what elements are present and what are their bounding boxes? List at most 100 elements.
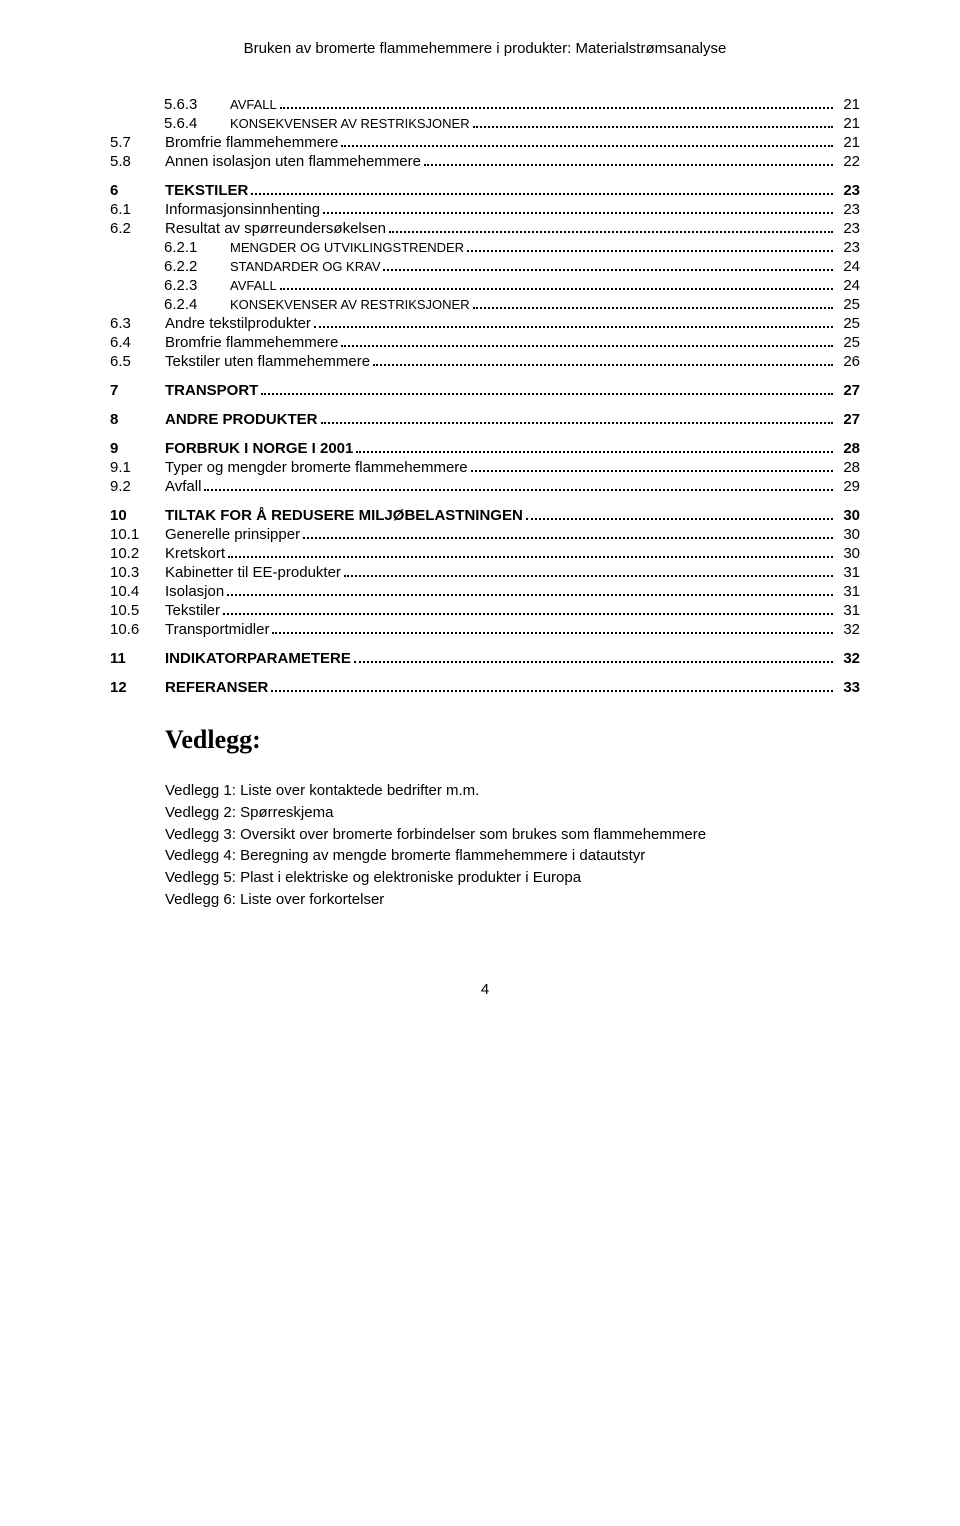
toc-page: 27 (836, 383, 860, 398)
appendix-item: Vedlegg 5: Plast i elektriske og elektro… (165, 867, 860, 889)
toc-row: 6.3Andre tekstilprodukter25 (110, 316, 860, 331)
toc-leader-dots (228, 556, 833, 558)
toc-page: 25 (836, 297, 860, 312)
toc-row: 10.6Transportmidler32 (110, 622, 860, 637)
toc-label: Kabinetter til EE-produkter (165, 565, 341, 580)
toc-row: 10.1Generelle prinsipper 30 (110, 527, 860, 542)
toc-page: 30 (836, 546, 860, 561)
toc-leader-dots (467, 250, 833, 252)
appendix-item: Vedlegg 1: Liste over kontaktede bedrift… (165, 780, 860, 802)
toc-label: Informasjonsinnhenting (165, 202, 320, 217)
toc-row: 6TEKSTILER23 (110, 183, 860, 198)
toc-leader-dots (424, 164, 833, 166)
toc-row: 12REFERANSER33 (110, 680, 860, 695)
toc-row: 9.1Typer og mengder bromerte flammehemme… (110, 460, 860, 475)
toc-page: 22 (836, 154, 860, 169)
toc-leader-dots (389, 231, 833, 233)
toc-row: 6.2Resultat av spørreundersøkelsen23 (110, 221, 860, 236)
toc-label: FORBRUK I NORGE I 2001 (165, 441, 353, 456)
toc-row: 10.4Isolasjon31 (110, 584, 860, 599)
toc-number: 10.4 (110, 584, 165, 599)
toc-label: Transportmidler (165, 622, 269, 637)
toc-leader-dots (261, 393, 833, 395)
toc-label: Generelle prinsipper (165, 527, 300, 542)
toc-page: 26 (836, 354, 860, 369)
toc-leader-dots (373, 364, 833, 366)
toc-row: 6.5Tekstiler uten flammehemmere 26 (110, 354, 860, 369)
toc-row: 7TRANSPORT27 (110, 383, 860, 398)
toc-leader-dots (383, 269, 833, 271)
toc-page: 30 (836, 508, 860, 523)
toc-label: INDIKATORPARAMETERE (165, 651, 351, 666)
appendix-item: Vedlegg 6: Liste over forkortelser (165, 889, 860, 911)
toc-row: 5.7Bromfrie flammehemmere 21 (110, 135, 860, 150)
toc-page: 28 (836, 460, 860, 475)
toc-page: 33 (836, 680, 860, 695)
toc-page: 23 (836, 202, 860, 217)
toc-number: 5.8 (110, 154, 165, 169)
toc-page: 32 (836, 622, 860, 637)
toc-label: MENGDER OG UTVIKLINGSTRENDER (230, 241, 464, 254)
toc-number: 6.5 (110, 354, 165, 369)
toc-number: 8 (110, 412, 165, 427)
toc-number: 9.2 (110, 479, 165, 494)
toc-label: Kretskort (165, 546, 225, 561)
toc-leader-dots (227, 594, 833, 596)
toc-page: 28 (836, 441, 860, 456)
appendix-item: Vedlegg 2: Spørreskjema (165, 802, 860, 824)
toc-leader-dots (251, 193, 833, 195)
page-number: 4 (110, 981, 860, 998)
toc-label: Isolasjon (165, 584, 224, 599)
toc-row: 5.6.4KONSEKVENSER AV RESTRIKSJONER21 (110, 116, 860, 131)
toc-page: 21 (836, 97, 860, 112)
toc-number: 9 (110, 441, 165, 456)
toc-page: 21 (836, 135, 860, 150)
toc-number: 6.4 (110, 335, 165, 350)
toc-label: TRANSPORT (165, 383, 258, 398)
toc-number: 10.1 (110, 527, 165, 542)
toc-number: 10.2 (110, 546, 165, 561)
toc-page: 29 (836, 479, 860, 494)
toc-leader-dots (473, 126, 833, 128)
toc-leader-dots (354, 661, 833, 663)
toc-page: 24 (836, 259, 860, 274)
toc-label: TILTAK FOR Å REDUSERE MILJØBELASTNINGEN (165, 508, 523, 523)
toc-label: Typer og mengder bromerte flammehemmere (165, 460, 468, 475)
toc-leader-dots (272, 632, 833, 634)
toc-label: Avfall (165, 479, 201, 494)
toc-leader-dots (341, 345, 833, 347)
toc-row: 9.2Avfall 29 (110, 479, 860, 494)
toc-row: 6.4Bromfrie flammehemmere25 (110, 335, 860, 350)
toc-leader-dots (473, 307, 833, 309)
appendix-item: Vedlegg 4: Beregning av mengde bromerte … (165, 845, 860, 867)
appendix-item: Vedlegg 3: Oversikt over bromerte forbin… (165, 824, 860, 846)
toc-leader-dots (356, 451, 833, 453)
toc-page: 30 (836, 527, 860, 542)
toc-row: 6.2.4KONSEKVENSER AV RESTRIKSJONER25 (110, 297, 860, 312)
toc-number: 6.2 (110, 221, 165, 236)
toc-label: AVFALL (230, 279, 277, 292)
toc-label: Tekstiler uten flammehemmere (165, 354, 370, 369)
toc-page: 32 (836, 651, 860, 666)
toc-page: 24 (836, 278, 860, 293)
toc-leader-dots (471, 470, 833, 472)
toc-leader-dots (323, 212, 833, 214)
toc-row: 9FORBRUK I NORGE I 2001 28 (110, 441, 860, 456)
toc-row: 6.2.2STANDARDER OG KRAV24 (110, 259, 860, 274)
toc-label: Andre tekstilprodukter (165, 316, 311, 331)
toc-label: ANDRE PRODUKTER (165, 412, 318, 427)
toc-number: 5.7 (110, 135, 165, 150)
toc-number: 10.3 (110, 565, 165, 580)
appendix-list: Vedlegg 1: Liste over kontaktede bedrift… (110, 780, 860, 911)
page-header: Bruken av bromerte flammehemmere i produ… (110, 40, 860, 57)
toc-row: 6.2.3AVFALL24 (110, 278, 860, 293)
appendix-title: Vedlegg: (110, 725, 860, 755)
toc-row: 6.2.1MENGDER OG UTVIKLINGSTRENDER23 (110, 240, 860, 255)
toc-label: Bromfrie flammehemmere (165, 135, 338, 150)
toc-page: 21 (836, 116, 860, 131)
toc-row: 8ANDRE PRODUKTER27 (110, 412, 860, 427)
toc-row: 10.2Kretskort 30 (110, 546, 860, 561)
toc-number: 5.6.3 (110, 97, 230, 112)
toc-label: Tekstiler (165, 603, 220, 618)
toc-leader-dots (223, 613, 833, 615)
